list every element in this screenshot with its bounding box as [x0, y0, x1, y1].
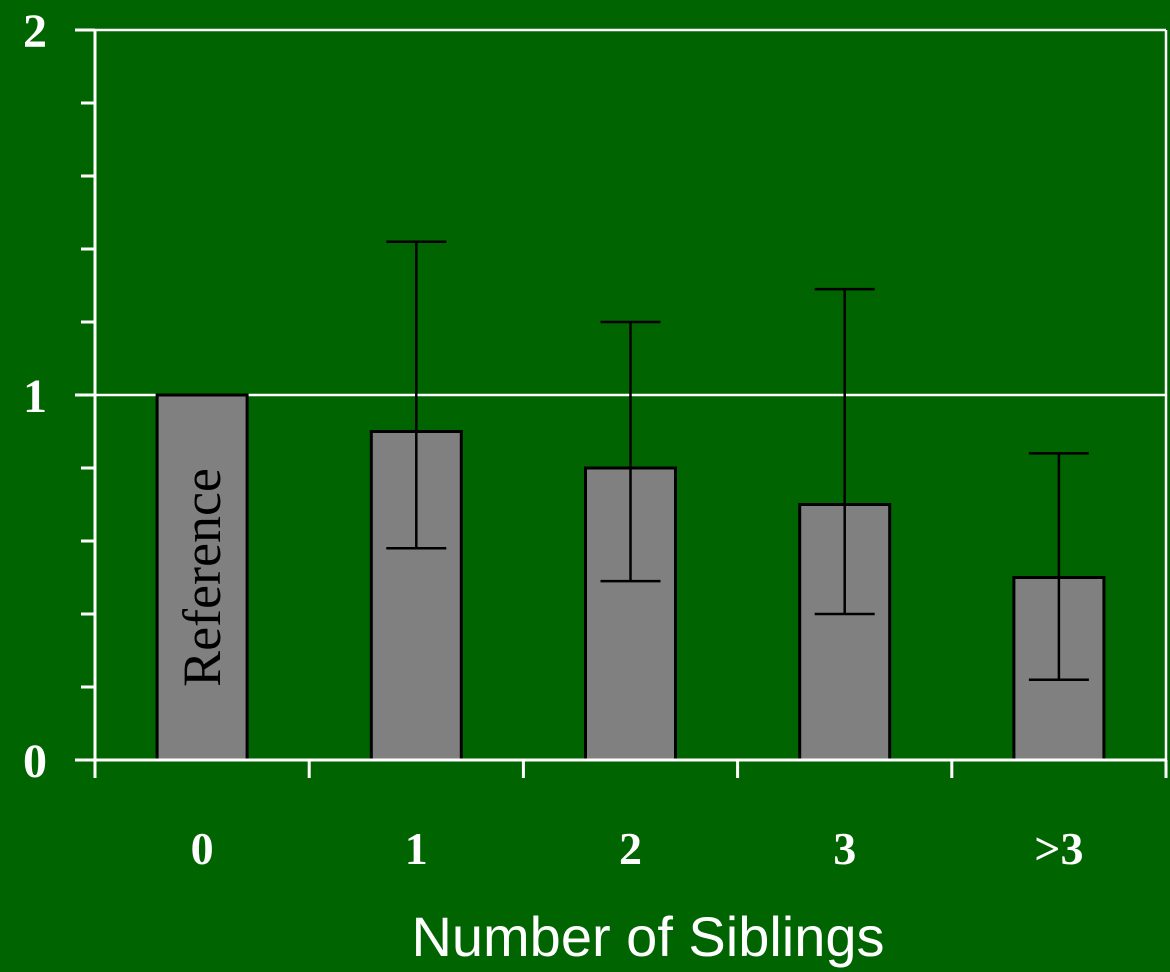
x-axis-title: Number of Siblings	[411, 905, 884, 968]
y-axis-tick-labels: 0 1 2	[23, 5, 47, 788]
x-axis-tick-labels: 0 1 2 3 >3	[191, 823, 1084, 874]
y-tick-label-2: 2	[23, 5, 47, 58]
bar-annotation-reference: Reference	[172, 468, 232, 687]
x-tick-label-3: 3	[833, 823, 856, 874]
x-tick-label-1: 1	[405, 823, 428, 874]
error-bar-4	[1028, 452, 1089, 681]
error-bar-1	[386, 240, 447, 550]
bars	[155, 393, 1106, 762]
x-tick-label-2: 2	[619, 823, 642, 874]
x-tick-label-0: 0	[191, 823, 214, 874]
axes	[75, 28, 1168, 778]
bar-annotations: Reference	[172, 468, 232, 687]
bar-0	[155, 393, 249, 762]
error-bar-2	[600, 320, 661, 583]
error-bar-3	[814, 287, 875, 616]
x-tick-label-gt3: >3	[1034, 823, 1083, 874]
y-tick-label-0: 0	[23, 735, 47, 788]
y-tick-label-1: 1	[23, 370, 47, 423]
error-bars	[386, 240, 1089, 681]
